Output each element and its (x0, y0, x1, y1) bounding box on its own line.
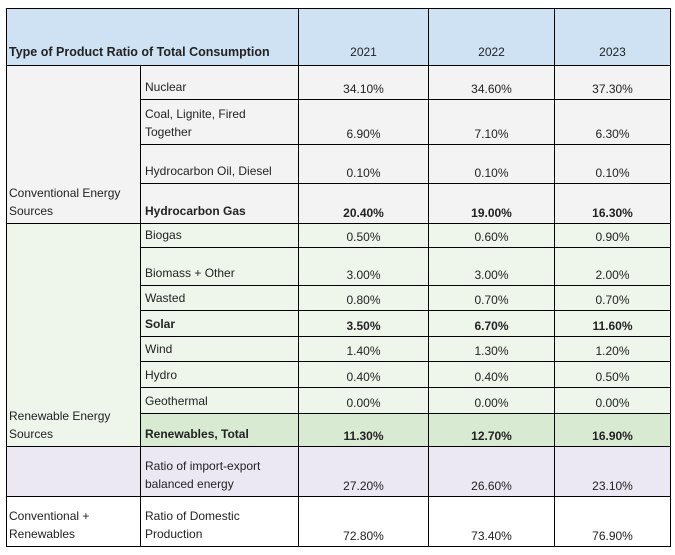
table-row: Hydro 0.40% 0.40% 0.50% (7, 361, 672, 388)
header-year-2023: 2023 (554, 8, 672, 66)
value-2022: 0.40% (428, 361, 556, 388)
value-2022: 3.00% (428, 247, 556, 286)
value-2022: 6.70% (428, 310, 556, 337)
value-2023: 0.10% (554, 144, 672, 184)
value-2023: 2.00% (554, 247, 672, 286)
value-2022: 7.10% (428, 99, 556, 145)
table-row: Coal, Lignite, Fired Together 6.90% 7.10… (7, 99, 672, 145)
value-2021: 11.30% (298, 413, 430, 447)
value-2021: 0.40% (298, 361, 430, 388)
table-row: Wind 1.40% 1.30% 1.20% (7, 336, 672, 362)
table-row: Wasted 0.80% 0.70% 0.70% (7, 285, 672, 311)
value-2023: 1.20% (554, 336, 672, 362)
row-label: Coal, Lignite, Fired Together (139, 99, 300, 145)
row-label: Ratio of Domestic Production (139, 496, 300, 547)
value-2021: 3.50% (298, 310, 430, 337)
value-2021: 0.50% (298, 223, 430, 248)
value-2023: 0.00% (554, 387, 672, 414)
header-row: Type of Product Ratio of Total Consumpti… (5, 8, 672, 66)
value-2023: 37.30% (554, 65, 672, 100)
header-year-2022: 2022 (428, 8, 556, 66)
value-2022: 0.10% (428, 144, 556, 184)
value-2023: 6.30% (554, 99, 672, 145)
value-2022: 34.60% (428, 65, 556, 100)
row-label: Ratio of import-export balanced energy (139, 446, 300, 497)
value-2022: 26.60% (428, 446, 556, 497)
value-2021: 34.10% (298, 65, 430, 100)
value-2023: 16.90% (554, 413, 672, 447)
value-2021: 0.00% (298, 387, 430, 414)
value-2022: 0.70% (428, 285, 556, 311)
row-label: Biomass + Other (139, 247, 300, 286)
energy-consumption-table: Type of Product Ratio of Total Consumpti… (5, 8, 672, 547)
table-row: Solar 3.50% 6.70% 11.60% (7, 310, 672, 337)
category-balance (6, 446, 141, 497)
value-2023: 11.60% (554, 310, 672, 337)
header-type-label: Type of Product Ratio of Total Consumpti… (5, 8, 300, 66)
row-label: Hydrocarbon Oil, Diesel (139, 144, 300, 184)
header-year-2021: 2021 (298, 8, 430, 66)
value-2022: 0.00% (428, 387, 556, 414)
category-combined: Conventional + Renewables (6, 496, 141, 547)
value-2022: 19.00% (428, 183, 556, 224)
value-2023: 16.30% (554, 183, 672, 224)
row-label: Wasted (139, 285, 300, 311)
value-2023: 23.10% (554, 446, 672, 497)
value-2021: 0.80% (298, 285, 430, 311)
value-2021: 72.80% (298, 496, 430, 547)
row-label: Renewables, Total (139, 413, 300, 447)
row-label: Wind (139, 336, 300, 362)
row-label: Geothermal (139, 387, 300, 414)
value-2023: 0.70% (554, 285, 672, 311)
row-label: Hydro (139, 361, 300, 388)
value-2021: 0.10% (298, 144, 430, 184)
value-2021: 1.40% (298, 336, 430, 362)
row-label: Solar (139, 310, 300, 337)
table-row: Geothermal 0.00% 0.00% 0.00% (7, 387, 672, 414)
table-row: Conventional Energy Sources Nuclear 34.1… (6, 65, 672, 224)
table-row: Ratio of import-export balanced energy 2… (6, 446, 672, 497)
table-row: Biomass + Other 3.00% 3.00% 2.00% (7, 247, 672, 286)
value-2021: 20.40% (298, 183, 430, 224)
value-2022: 1.30% (428, 336, 556, 362)
value-2023: 76.90% (554, 496, 672, 547)
table-row: Hydrocarbon Gas 20.40% 19.00% 16.30% (7, 183, 672, 224)
category-renewable: Renewable Energy Sources (6, 223, 141, 447)
value-2023: 0.90% (554, 223, 672, 248)
value-2022: 0.60% (428, 223, 556, 248)
value-2021: 3.00% (298, 247, 430, 286)
table-row: Renewables, Total 11.30% 12.70% 16.90% (7, 413, 672, 447)
value-2023: 0.50% (554, 361, 672, 388)
row-label: Nuclear (139, 65, 300, 100)
table-row: Conventional + Renewables Ratio of Domes… (6, 496, 672, 547)
value-2022: 73.40% (428, 496, 556, 547)
category-conventional: Conventional Energy Sources (6, 65, 141, 224)
value-2021: 27.20% (298, 446, 430, 497)
row-label: Hydrocarbon Gas (139, 183, 300, 224)
value-2022: 12.70% (428, 413, 556, 447)
row-label: Biogas (139, 223, 300, 248)
table-row: Renewable Energy Sources Biogas 0.50% 0.… (6, 223, 672, 447)
value-2021: 6.90% (298, 99, 430, 145)
